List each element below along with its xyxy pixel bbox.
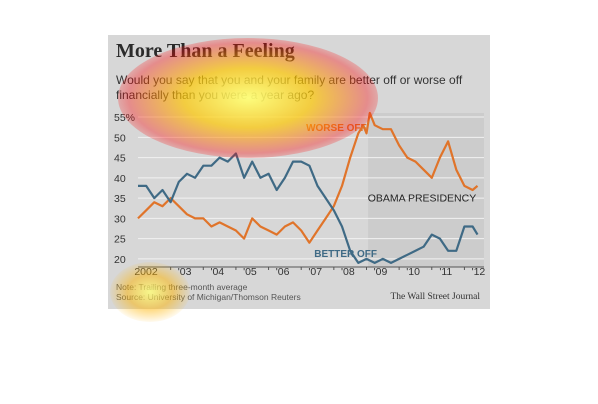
x-tick-label: '09 — [374, 266, 388, 278]
obama-presidency-label: OBAMA PRESIDENCY — [368, 192, 477, 204]
y-tick-label: 45 — [114, 153, 126, 165]
x-tick-label: '06 — [276, 266, 290, 278]
x-tick-label: 2002 — [134, 266, 158, 278]
y-tick-label: 30 — [114, 213, 126, 225]
x-tick-label: '07 — [308, 266, 322, 278]
y-tick-label: 55% — [114, 112, 135, 124]
x-tick-label: '08 — [341, 266, 355, 278]
x-tick-label: '12 — [472, 266, 486, 278]
better-off-label: BETTER OFF — [314, 249, 377, 260]
worse-off-label: WORSE OFF — [306, 123, 367, 134]
x-tick-label: '10 — [406, 266, 420, 278]
x-tick-label: '04 — [210, 266, 224, 278]
x-tick-label: '05 — [243, 266, 257, 278]
publisher-credit: The Wall Street Journal — [390, 292, 480, 302]
line-chart: 20 25 30 35 40 45 50 55% 2002 '03 '04 '05 '06 '07 '08 '… — [114, 111, 486, 278]
y-tick-label: 40 — [114, 173, 126, 185]
y-tick-label: 50 — [114, 132, 126, 144]
footnote: Note: Trailing three-month average — [116, 282, 248, 292]
worse-off-line — [137, 111, 479, 244]
x-tick-label: '11 — [439, 266, 452, 278]
y-tick-label: 35 — [114, 193, 126, 205]
y-tick-label: 25 — [114, 234, 126, 246]
y-tick-label: 20 — [114, 254, 126, 266]
source-credit: Source: University of Michigan/Thomson R… — [116, 292, 301, 302]
better-off-line — [138, 152, 479, 264]
x-tick-label: '03 — [178, 266, 192, 278]
chart-figure: More Than a Feeling Would you say that y… — [108, 35, 490, 309]
